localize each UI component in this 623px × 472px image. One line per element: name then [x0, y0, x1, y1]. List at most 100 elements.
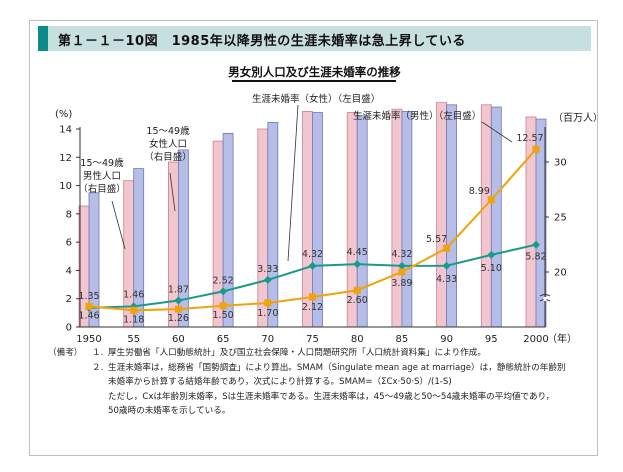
- male-rate-label: 1.46: [78, 310, 99, 321]
- note-text: ただし，Cxは年齢別未婚率，Sは生涯未婚率である。生涯未婚率は，45～49歳と5…: [108, 391, 555, 402]
- female-rate-label: 4.32: [391, 249, 412, 260]
- left-axis-unit: (%): [55, 109, 72, 120]
- bar-female-pop-95: [490, 106, 502, 328]
- male-rate-label: 2.60: [347, 295, 368, 306]
- note-number: １.: [92, 348, 104, 358]
- heading-marker: [38, 26, 48, 51]
- bar-layer: [78, 102, 547, 328]
- female-rate-point-70: [263, 275, 272, 284]
- left-tick-label: 4: [66, 266, 72, 277]
- figure-heading: 第１－１－10図 1985年以降男性の生涯未婚率は急上昇している: [58, 34, 466, 49]
- female-rate-label: 2.52: [213, 275, 234, 286]
- chart-title: 男女別人口及び生涯未婚率の推移: [228, 65, 401, 79]
- female-rate-point-80: [353, 260, 362, 269]
- female-rate-point-2000: [532, 240, 540, 249]
- annotation-female-rate-leader: [287, 104, 299, 262]
- left-tick-label: 8: [66, 209, 72, 220]
- note-text: 生涯未婚率は，総務省「国勢調査」により算出。SMAM（Singulate mea…: [108, 362, 566, 373]
- right-axis-unit: （百万人）: [553, 112, 599, 124]
- male-rate-label: 2.12: [302, 302, 323, 313]
- male-rate-point-1950: [85, 302, 93, 310]
- female-rate-label: 4.32: [302, 249, 323, 260]
- bar-male-pop-90: [436, 102, 448, 328]
- bar-female-pop-55: [133, 168, 145, 328]
- female-rate-label: 1.35: [78, 291, 99, 302]
- left-tick-label: 10: [59, 181, 72, 192]
- female-rate-point-90: [442, 261, 451, 270]
- bar-female-pop-85: [401, 111, 413, 328]
- chart-title-underline: [232, 80, 396, 82]
- x-tick-label: 60: [172, 334, 185, 345]
- female-rate-point-60: [174, 296, 183, 305]
- female-rate-point-75: [308, 261, 317, 270]
- x-tick-label: 95: [485, 334, 498, 345]
- male-rate-point-65: [219, 302, 227, 310]
- female-rate-label: 1.46: [123, 289, 144, 300]
- x-tick-label: 70: [261, 334, 274, 345]
- axes-layer: 0 2 4 6 8 10 12 14 (%) 20 25 30 （百万人） 1950 55 60 65 70 75 8…: [55, 109, 599, 345]
- male-rate-label: 12.57: [516, 133, 543, 144]
- note-item-1: （備考） １. 厚生労働省「人口動態統計」及び国立社会保障・人口問題研究所「人口…: [48, 346, 593, 361]
- x-tick-label: 65: [217, 334, 230, 345]
- x-tick-label: 80: [351, 334, 364, 345]
- male-rate-point-70: [264, 299, 272, 307]
- female-rate-label: 3.33: [257, 264, 278, 275]
- right-tick-label: 20: [554, 268, 567, 279]
- note-item-2: ２. 生涯未婚率は，総務省「国勢調査」により算出。SMAM（Singulate …: [48, 361, 593, 376]
- annotation-male-pop-leader: [111, 200, 126, 250]
- annotation-male-pop: 15～49歳: [80, 157, 124, 169]
- annotation-male-rate: 生涯未婚率（男性）（左目盛）: [353, 110, 481, 122]
- x-tick-label: 55: [127, 334, 140, 345]
- bar-female-pop-65: [222, 133, 234, 328]
- figure-panel: 第１－１－10図 1985年以降男性の生涯未婚率は急上昇している 男女別人口及び…: [29, 20, 599, 456]
- annotation-male-pop: 男性人口: [83, 170, 121, 182]
- x-tick-label: 90: [440, 334, 453, 345]
- right-tick-label: 30: [554, 158, 567, 169]
- female-rate-label: 4.33: [436, 274, 457, 285]
- annotation-female-pop-leader: [169, 172, 176, 212]
- male-rate-point-2000: [532, 145, 540, 153]
- male-rate-point-80: [353, 286, 361, 294]
- annotation-female-pop: 15～49歳: [146, 125, 190, 137]
- notes-section: （備考） １. 厚生労働省「人口動態統計」及び国立社会保障・人口問題研究所「人口…: [48, 346, 593, 419]
- notes-lead: （備考）: [48, 348, 83, 358]
- male-rate-label: 8.99: [469, 186, 490, 197]
- bar-male-pop-85: [391, 108, 403, 328]
- female-rate-point-85: [397, 261, 406, 270]
- note-text: 厚生労働省「人口動態統計」及び国立社会保障・人口問題研究所「人口統計資料集」によ…: [108, 348, 486, 358]
- note-number: ２.: [92, 362, 104, 373]
- male-rate-point-60: [174, 305, 182, 313]
- note-text: 未婚率から計算する結婚年齢であり，次式により計算する。SMAM=（ΣCx·50·…: [108, 377, 452, 387]
- annotation-male-rate-leader: [481, 121, 513, 143]
- bar-male-pop-95: [480, 104, 492, 328]
- male-rate-point-85: [398, 268, 406, 276]
- male-rate-point-90: [443, 244, 451, 252]
- figure-heading-bar: 第１－１－10図 1985年以降男性の生涯未婚率は急上昇している: [38, 26, 591, 51]
- x-tick-label: 85: [396, 334, 409, 345]
- x-axis-unit: （年）: [547, 332, 577, 345]
- annotation-female-pop: （右目盛）: [144, 151, 192, 163]
- left-tick-label: 2: [66, 294, 72, 305]
- male-rate-label: 1.70: [257, 308, 278, 319]
- female-rate-label: 5.10: [481, 263, 502, 274]
- line-layer: 1.35 1.46 1.87 2.52 3.33 4.32 4.45 4.32 4.33 5.10…: [78, 133, 546, 325]
- x-tick-label: 75: [306, 334, 319, 345]
- bar-male-pop-70: [257, 128, 269, 328]
- male-rate-point-55: [130, 306, 138, 314]
- bar-male-pop-65: [212, 140, 224, 328]
- chart-svg: 0 2 4 6 8 10 12 14 (%) 20 25 30 （百万人） 1950 55 60 65 70 75 8…: [55, 93, 599, 345]
- male-rate-label: 3.89: [391, 278, 412, 289]
- bar-female-pop-70: [267, 122, 279, 328]
- female-rate-label: 1.87: [168, 285, 189, 296]
- right-axis-break-gap: [543, 297, 547, 301]
- x-tick-label: 2000: [523, 334, 548, 345]
- annotation-male-pop: （右目盛）: [78, 183, 126, 195]
- bar-female-pop-90: [446, 104, 458, 328]
- left-tick-label: 12: [59, 153, 72, 164]
- male-rate-label: 1.50: [213, 310, 234, 321]
- annotation-female-rate: 生涯未婚率（女性）（左目盛）: [252, 93, 380, 105]
- right-tick-label: 25: [554, 213, 567, 224]
- left-tick-label: 0: [66, 323, 72, 334]
- male-rate-point-75: [309, 293, 316, 301]
- left-tick-label: 6: [66, 238, 72, 249]
